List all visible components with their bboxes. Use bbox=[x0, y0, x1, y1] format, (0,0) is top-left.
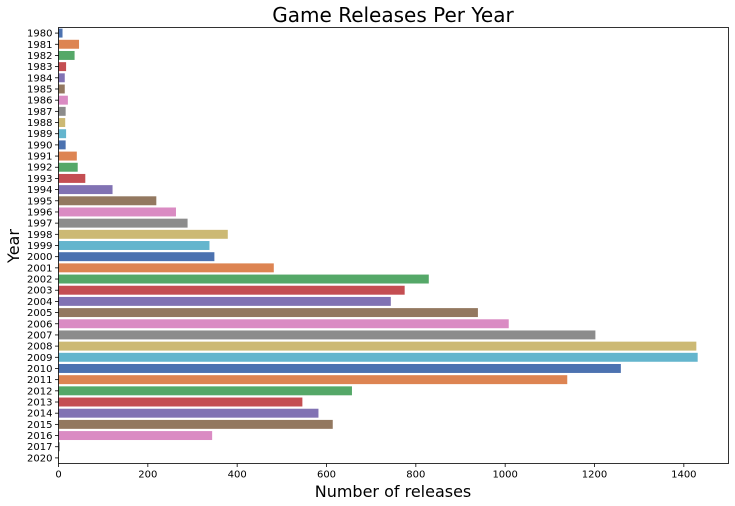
bar-2012 bbox=[58, 386, 352, 396]
bar-1983 bbox=[58, 62, 67, 72]
bar-2010 bbox=[58, 364, 621, 373]
bar-1988 bbox=[58, 118, 66, 127]
bar-2006 bbox=[58, 319, 509, 329]
y-tick-label-2014: 2014 bbox=[27, 409, 52, 420]
bar-2008 bbox=[58, 341, 697, 351]
bar-1987 bbox=[58, 106, 66, 116]
bar-2017 bbox=[58, 442, 60, 452]
bar-1997 bbox=[58, 218, 188, 228]
y-tick-label-1997: 1997 bbox=[27, 219, 52, 230]
bar-1985 bbox=[58, 84, 65, 94]
bar-2014 bbox=[58, 408, 319, 418]
bar-1980 bbox=[58, 28, 63, 38]
plot-frame bbox=[58, 27, 729, 464]
bar-1999 bbox=[58, 241, 210, 250]
x-tick-label-400: 400 bbox=[228, 470, 247, 481]
y-tick-label-1980: 1980 bbox=[27, 29, 52, 40]
y-tick-label-2011: 2011 bbox=[27, 375, 52, 386]
x-tick-label-1200: 1200 bbox=[582, 470, 607, 481]
chart-title: Game Releases Per Year bbox=[272, 3, 514, 27]
bar-2000 bbox=[58, 252, 215, 262]
bar-2002 bbox=[58, 274, 429, 284]
y-tick-label-2017: 2017 bbox=[27, 442, 52, 453]
y-tick-label-2004: 2004 bbox=[27, 297, 52, 308]
bar-2004 bbox=[58, 296, 391, 306]
y-tick-label-2000: 2000 bbox=[27, 252, 52, 263]
bar-1990 bbox=[58, 140, 66, 150]
bar-1993 bbox=[58, 173, 86, 183]
bar-1995 bbox=[58, 196, 157, 206]
bar-2007 bbox=[58, 330, 596, 340]
x-axis-ticks: 0 200 400 600 800 1000 1200 1400 bbox=[55, 463, 697, 481]
y-tick-label-1995: 1995 bbox=[27, 196, 52, 207]
x-tick-label-1000: 1000 bbox=[492, 470, 517, 481]
y-tick-label-1988: 1988 bbox=[27, 118, 52, 129]
bar-2001 bbox=[58, 263, 274, 273]
y-tick-label-1989: 1989 bbox=[27, 129, 52, 140]
y-tick-label-1986: 1986 bbox=[27, 96, 52, 107]
y-tick-label-2008: 2008 bbox=[27, 342, 52, 353]
bar-1982 bbox=[58, 50, 75, 60]
y-tick-label-1992: 1992 bbox=[27, 163, 52, 174]
y-tick-label-2020: 2020 bbox=[27, 453, 52, 464]
y-tick-label-1982: 1982 bbox=[27, 51, 52, 62]
y-tick-label-2001: 2001 bbox=[27, 263, 52, 274]
y-tick-label-1991: 1991 bbox=[27, 152, 52, 163]
y-tick-label-2007: 2007 bbox=[27, 330, 52, 341]
y-tick-label-2006: 2006 bbox=[27, 319, 52, 330]
y-tick-label-2005: 2005 bbox=[27, 308, 52, 319]
y-tick-label-1987: 1987 bbox=[27, 107, 52, 118]
x-tick-label-200: 200 bbox=[138, 470, 157, 481]
y-tick-label-2009: 2009 bbox=[27, 353, 52, 364]
bar-1989 bbox=[58, 129, 67, 139]
bar-2003 bbox=[58, 285, 405, 295]
x-axis-title: Number of releases bbox=[315, 482, 472, 501]
y-tick-label-1990: 1990 bbox=[27, 140, 52, 151]
bar-2015 bbox=[58, 419, 333, 429]
y-tick-label-1999: 1999 bbox=[27, 241, 52, 252]
bar-2016 bbox=[58, 431, 213, 441]
x-tick-label-0: 0 bbox=[55, 470, 61, 481]
y-tick-label-1985: 1985 bbox=[27, 84, 52, 95]
x-tick-label-600: 600 bbox=[317, 470, 336, 481]
bar-1981 bbox=[58, 39, 80, 49]
y-tick-label-1981: 1981 bbox=[27, 40, 52, 51]
bar-1998 bbox=[58, 229, 228, 239]
y-tick-label-2002: 2002 bbox=[27, 275, 52, 286]
bars-group bbox=[58, 28, 698, 463]
x-tick-label-800: 800 bbox=[406, 470, 425, 481]
bar-2005 bbox=[58, 308, 478, 318]
bar-2013 bbox=[58, 397, 303, 407]
bar-2009 bbox=[58, 352, 698, 362]
x-tick-label-1400: 1400 bbox=[671, 470, 696, 481]
y-tick-label-2012: 2012 bbox=[27, 386, 52, 397]
y-tick-label-1984: 1984 bbox=[27, 73, 52, 84]
bar-1992 bbox=[58, 162, 78, 172]
y-axis-title: Year bbox=[4, 229, 23, 264]
y-tick-label-2013: 2013 bbox=[27, 398, 52, 409]
bar-1996 bbox=[58, 207, 176, 217]
y-tick-label-2015: 2015 bbox=[27, 420, 52, 431]
bar-1984 bbox=[58, 73, 65, 83]
bar-1994 bbox=[58, 185, 113, 195]
y-tick-label-2010: 2010 bbox=[27, 364, 52, 375]
y-tick-label-1996: 1996 bbox=[27, 207, 52, 218]
bar-1986 bbox=[58, 95, 68, 105]
y-tick-label-2003: 2003 bbox=[27, 286, 52, 297]
y-tick-label-1998: 1998 bbox=[27, 230, 52, 241]
y-axis-ticks: 1980198119821983198419851986198719881989… bbox=[27, 29, 59, 464]
y-tick-label-2016: 2016 bbox=[27, 431, 52, 442]
y-tick-label-1994: 1994 bbox=[27, 185, 52, 196]
bar-2011 bbox=[58, 375, 568, 385]
y-tick-label-1983: 1983 bbox=[27, 62, 52, 73]
y-tick-label-1993: 1993 bbox=[27, 174, 52, 185]
bar-1991 bbox=[58, 151, 77, 161]
